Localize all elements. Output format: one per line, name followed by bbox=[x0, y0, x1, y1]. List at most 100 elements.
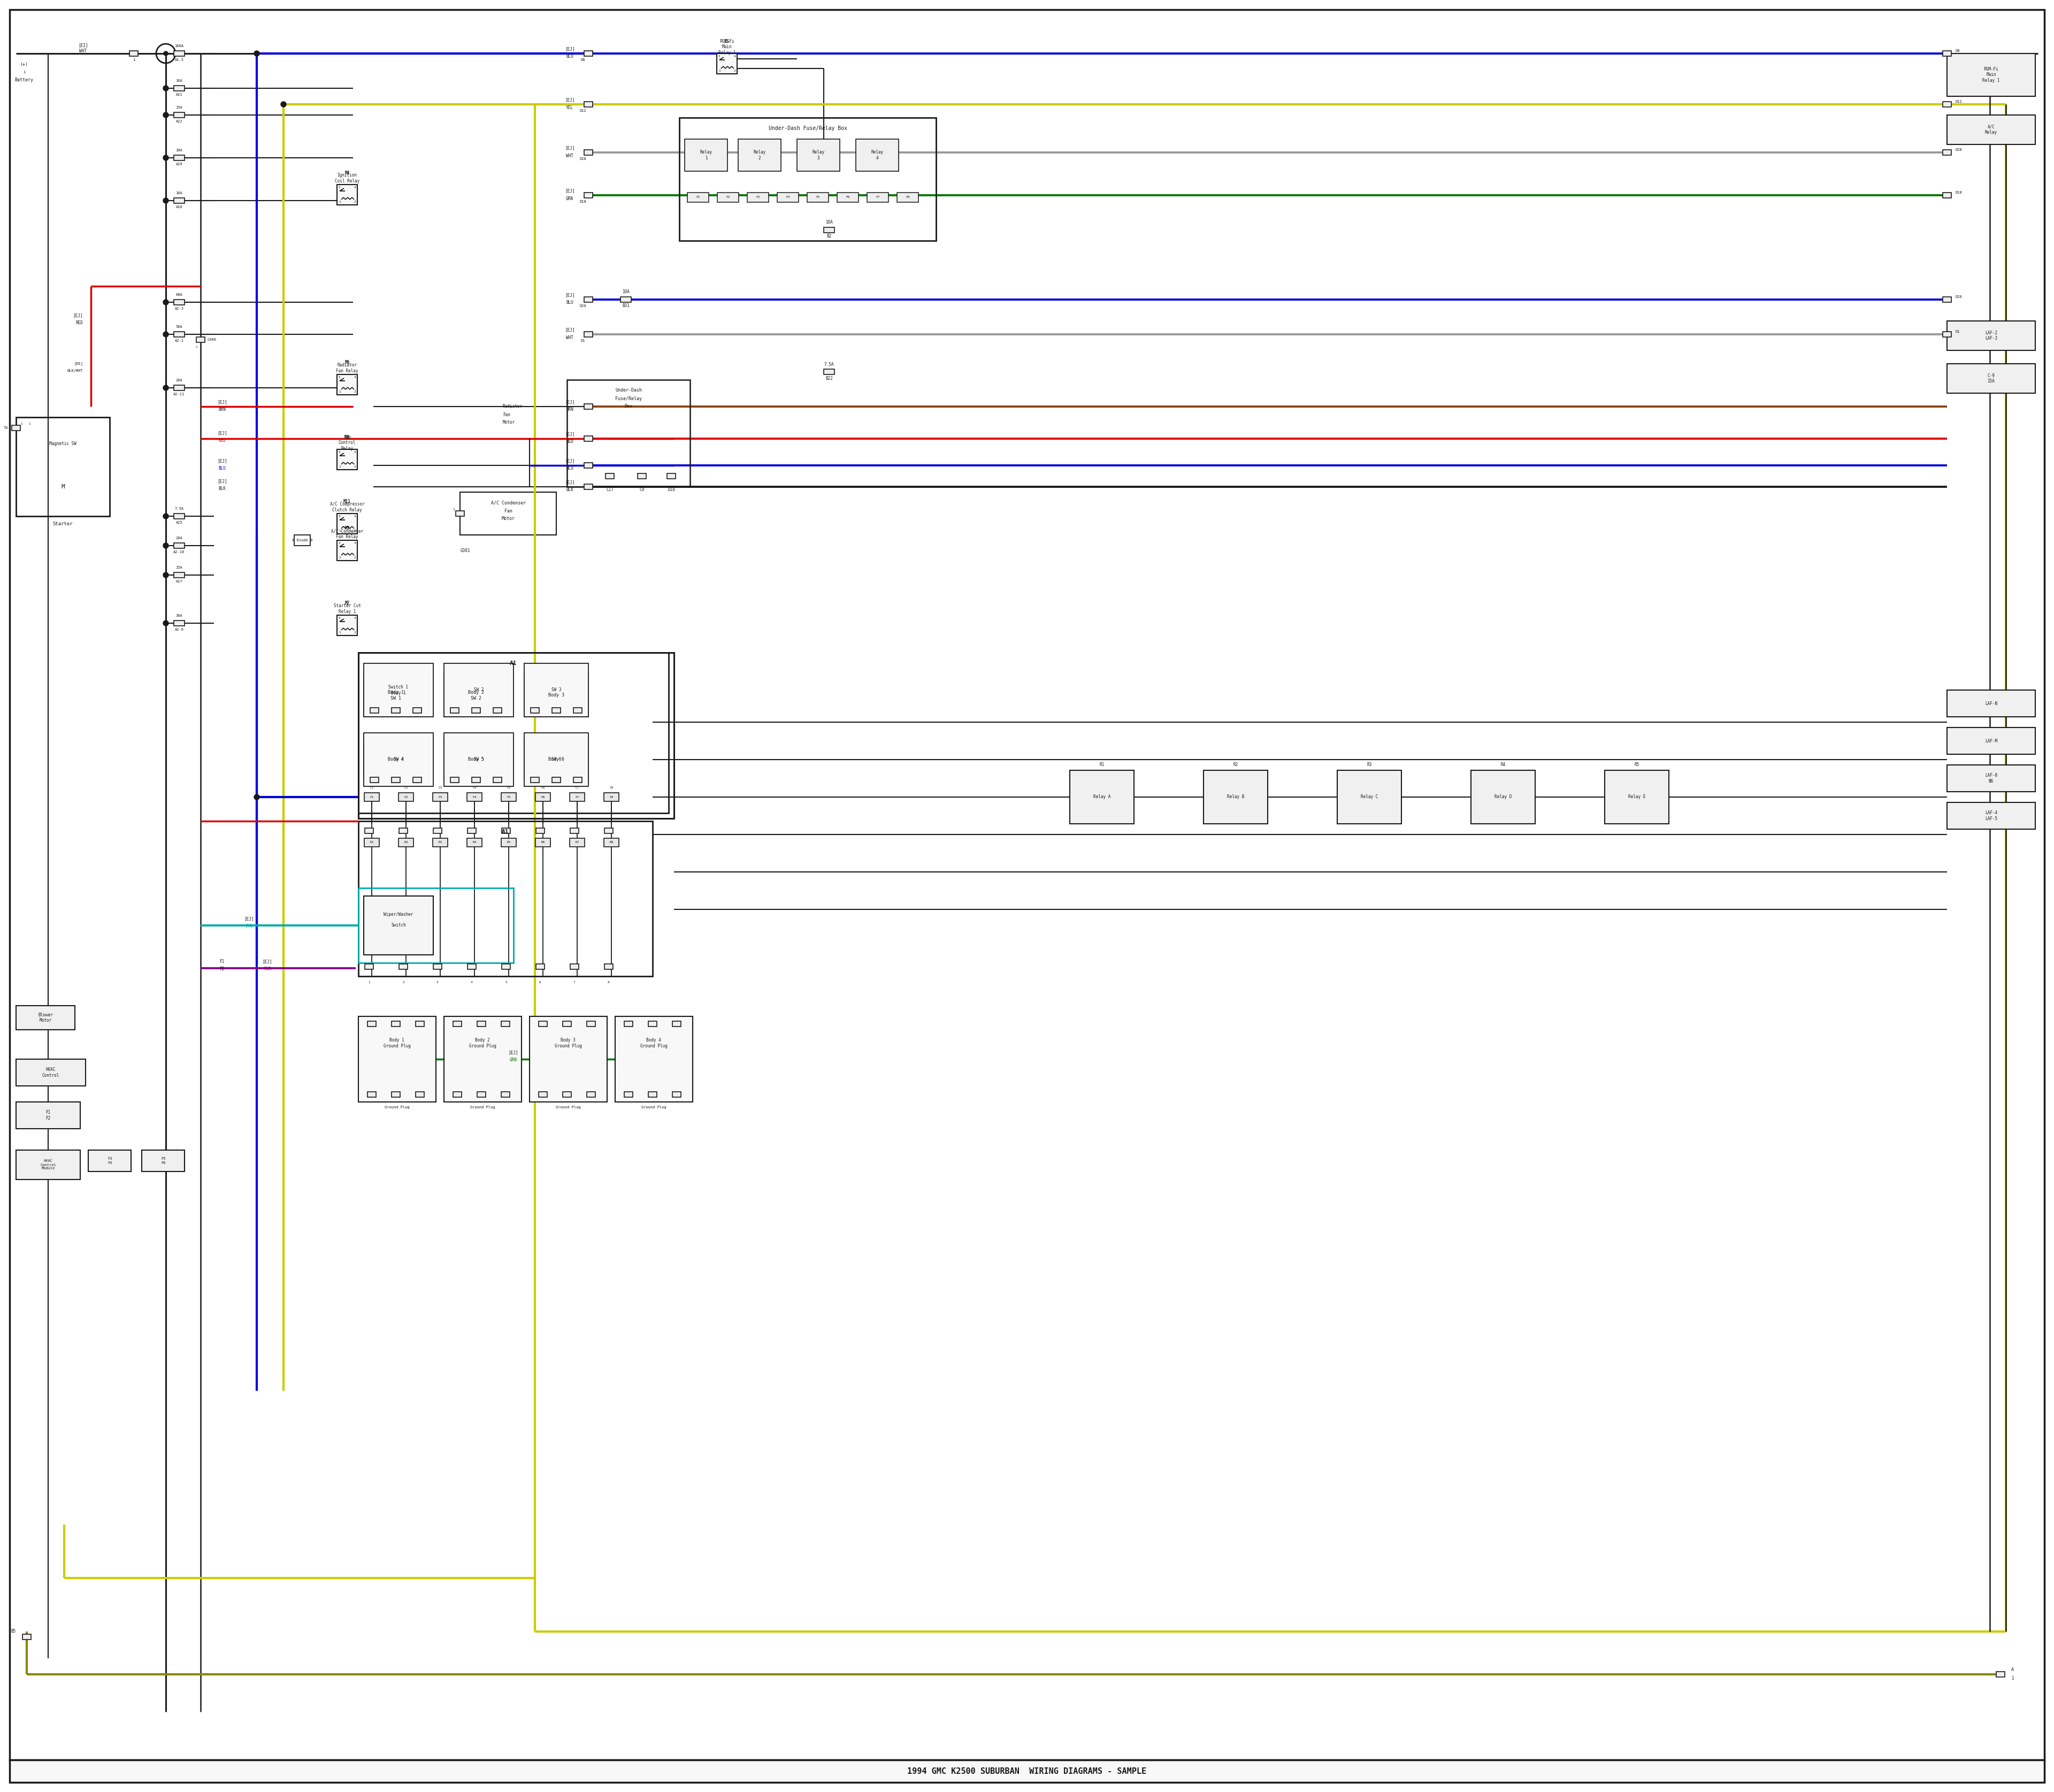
Bar bbox=[466, 839, 483, 848]
Bar bbox=[1947, 728, 2036, 754]
Bar bbox=[370, 708, 378, 713]
Text: CYN: CYN bbox=[244, 925, 253, 928]
Text: Relay B: Relay B bbox=[1226, 794, 1245, 799]
Text: D18: D18 bbox=[579, 201, 587, 202]
Bar bbox=[717, 192, 739, 202]
Bar bbox=[337, 185, 357, 204]
Circle shape bbox=[164, 385, 168, 391]
Bar bbox=[563, 1091, 571, 1097]
Text: Ground Plug: Ground Plug bbox=[555, 1106, 581, 1109]
Bar bbox=[337, 375, 357, 394]
Text: F1: F1 bbox=[696, 195, 700, 199]
Text: 30A: 30A bbox=[177, 615, 183, 616]
Text: Body 5: Body 5 bbox=[468, 758, 485, 762]
Text: [EJ]: [EJ] bbox=[218, 430, 226, 435]
Bar bbox=[175, 197, 185, 202]
Text: Switch 1
Body 1: Switch 1 Body 1 bbox=[388, 685, 409, 695]
Bar bbox=[717, 54, 737, 73]
Text: L5: L5 bbox=[725, 39, 729, 45]
Bar bbox=[364, 663, 433, 717]
Text: [EJ]: [EJ] bbox=[218, 459, 226, 464]
Bar bbox=[501, 839, 516, 848]
Text: [EJ]: [EJ] bbox=[263, 959, 273, 964]
Text: D12: D12 bbox=[579, 109, 587, 113]
Text: R1: R1 bbox=[370, 840, 374, 844]
Text: F6: F6 bbox=[846, 195, 850, 199]
Text: C8: C8 bbox=[610, 787, 614, 788]
Bar bbox=[536, 839, 550, 848]
Text: BLK: BLK bbox=[218, 486, 226, 491]
Text: Ignition
Coil Relay: Ignition Coil Relay bbox=[335, 174, 359, 183]
Text: M9: M9 bbox=[345, 360, 349, 366]
Bar bbox=[364, 674, 427, 717]
Bar bbox=[604, 839, 618, 848]
Bar bbox=[364, 839, 380, 848]
Bar bbox=[807, 192, 828, 202]
Bar bbox=[450, 708, 458, 713]
Text: Body 3
Ground Plug: Body 3 Ground Plug bbox=[555, 1038, 581, 1048]
Bar bbox=[583, 403, 594, 409]
Text: BRN: BRN bbox=[218, 407, 226, 412]
Bar bbox=[553, 708, 561, 713]
Text: A/C Compressor
Clutch Relay: A/C Compressor Clutch Relay bbox=[331, 502, 364, 513]
Text: [EJ]: [EJ] bbox=[74, 314, 82, 317]
Text: [EJ]: [EJ] bbox=[218, 478, 226, 484]
Bar bbox=[624, 1021, 633, 1027]
Bar bbox=[175, 514, 185, 520]
Text: B31: B31 bbox=[622, 303, 629, 308]
Bar bbox=[392, 778, 401, 783]
Bar bbox=[197, 337, 205, 342]
Bar bbox=[175, 543, 185, 548]
Bar bbox=[413, 778, 421, 783]
Bar bbox=[530, 778, 538, 783]
Bar bbox=[433, 828, 442, 833]
Bar bbox=[142, 1150, 185, 1172]
Circle shape bbox=[164, 332, 168, 337]
Bar bbox=[450, 778, 458, 783]
Text: A21: A21 bbox=[177, 93, 183, 97]
Text: Body 6: Body 6 bbox=[548, 758, 565, 762]
Text: 10A: 10A bbox=[826, 220, 832, 226]
Bar bbox=[1947, 765, 2036, 792]
Text: LAF-8
B6: LAF-8 B6 bbox=[1984, 772, 1996, 783]
Text: SW 3: SW 3 bbox=[550, 688, 561, 692]
Text: D1: D1 bbox=[1955, 330, 1960, 333]
Bar bbox=[824, 369, 834, 375]
Text: 7.5A: 7.5A bbox=[175, 507, 183, 511]
Text: [EJ]: [EJ] bbox=[565, 188, 575, 194]
Text: Magnetic SW: Magnetic SW bbox=[49, 441, 76, 446]
Text: R8: R8 bbox=[610, 840, 614, 844]
Text: PUR: PUR bbox=[263, 968, 271, 971]
Text: R3: R3 bbox=[438, 840, 442, 844]
Bar bbox=[583, 192, 594, 197]
Bar bbox=[366, 964, 374, 969]
Text: Fuse/Relay: Fuse/Relay bbox=[614, 396, 641, 401]
Text: A/C Condenser
Fan Relay: A/C Condenser Fan Relay bbox=[331, 529, 364, 539]
Text: F1: F1 bbox=[370, 796, 374, 799]
Text: A1-5: A1-5 bbox=[175, 59, 183, 61]
Bar bbox=[1204, 771, 1267, 824]
Text: [EJ]: [EJ] bbox=[565, 328, 575, 333]
Text: [EJ]: [EJ] bbox=[565, 480, 575, 486]
Text: [EJ]: [EJ] bbox=[565, 432, 575, 437]
Bar bbox=[175, 572, 185, 577]
Bar bbox=[573, 778, 581, 783]
Bar bbox=[456, 511, 464, 516]
Bar bbox=[23, 1634, 31, 1640]
Circle shape bbox=[164, 573, 168, 577]
Bar bbox=[398, 964, 407, 969]
Text: [EJ]: [EJ] bbox=[565, 459, 575, 464]
Text: A/C Condenser: A/C Condenser bbox=[491, 500, 526, 505]
Bar bbox=[460, 493, 557, 536]
Text: F5: F5 bbox=[507, 796, 511, 799]
Text: F3: F3 bbox=[438, 796, 442, 799]
Text: A29: A29 bbox=[177, 163, 183, 167]
Bar bbox=[567, 380, 690, 487]
Circle shape bbox=[162, 543, 168, 548]
Bar bbox=[357, 889, 514, 962]
Text: M3: M3 bbox=[345, 527, 349, 530]
Bar bbox=[366, 828, 374, 833]
Bar bbox=[536, 964, 544, 969]
Circle shape bbox=[164, 622, 168, 625]
Text: HVAC
Control: HVAC Control bbox=[43, 1068, 60, 1077]
